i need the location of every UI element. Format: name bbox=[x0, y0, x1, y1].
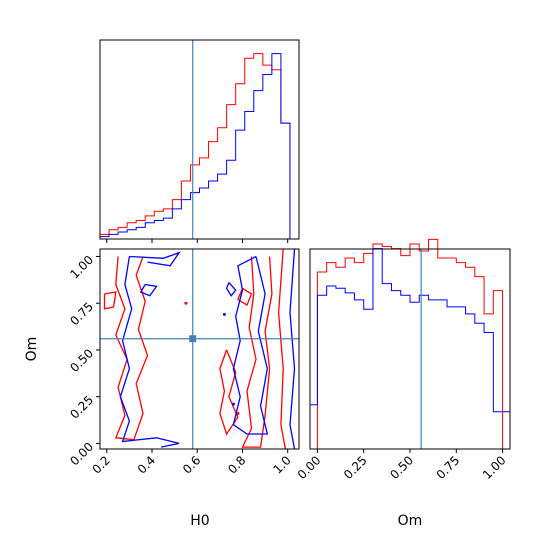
contour-line-red bbox=[241, 256, 273, 448]
truth-marker bbox=[189, 335, 197, 343]
contour-point-red bbox=[184, 301, 188, 305]
contour-line-blue bbox=[129, 251, 181, 267]
contour-point-blue bbox=[231, 402, 235, 406]
contour-frame bbox=[99, 248, 300, 450]
contour-x-tick-label: 0.8 bbox=[225, 453, 248, 476]
contour-point-red bbox=[236, 411, 240, 415]
contour-y-tick-label: 0.25 bbox=[67, 393, 96, 422]
histogram-series-red bbox=[310, 238, 510, 450]
histogram-series-red bbox=[99, 53, 299, 240]
contour-line-red bbox=[277, 249, 287, 449]
histogram-series-blue bbox=[99, 53, 299, 240]
h0-marginal-panel bbox=[99, 39, 300, 243]
contour-x-tick-label: 0.2 bbox=[90, 453, 113, 476]
om-marginal-frame bbox=[309, 248, 511, 450]
contour-group bbox=[103, 249, 296, 449]
contour-y-tick-label: 1.00 bbox=[67, 253, 96, 282]
contour-line-blue bbox=[225, 282, 237, 297]
contour-line-red bbox=[103, 291, 117, 310]
om-marginal-x-tick-label: 0.00 bbox=[295, 453, 324, 482]
contour-y-tick-label: 0.75 bbox=[67, 299, 96, 328]
contour-line-blue bbox=[139, 283, 158, 297]
histogram-series-blue bbox=[309, 248, 511, 449]
contour-line-blue bbox=[119, 256, 180, 448]
om-marginal-panel: 0.00 0.25 0.50 0.75 1.00 bbox=[295, 238, 511, 482]
contour-point-blue bbox=[222, 312, 226, 316]
contour-line-blue bbox=[232, 255, 269, 435]
contour-line-red bbox=[114, 256, 149, 441]
contour-line-red bbox=[219, 349, 239, 436]
h0-marginal-frame bbox=[99, 39, 300, 240]
om-marginal-x-tick-label: 1.00 bbox=[480, 453, 509, 482]
contour-line-blue bbox=[289, 249, 296, 449]
om-marginal-x-tick-label: 0.75 bbox=[434, 453, 463, 482]
contour-x-tick-label: 0.4 bbox=[135, 453, 158, 476]
contour-line-red bbox=[237, 287, 253, 307]
x-axis-label-h0: H0 bbox=[190, 513, 209, 529]
x-axis-label-om: Om bbox=[398, 513, 423, 529]
om-marginal-x-tick-label: 0.25 bbox=[341, 453, 370, 482]
h0-om-contour-panel: 0.2 0.4 0.6 0.8 1.00.000.250.500.751.00 bbox=[67, 248, 300, 477]
contour-x-tick-label: 0.6 bbox=[180, 453, 203, 476]
y-axis-label-om: Om bbox=[24, 337, 40, 362]
contour-y-tick-label: 0.50 bbox=[67, 346, 96, 375]
contour-x-tick-label: 1.0 bbox=[270, 453, 293, 476]
om-marginal-x-tick-label: 0.50 bbox=[387, 453, 416, 482]
